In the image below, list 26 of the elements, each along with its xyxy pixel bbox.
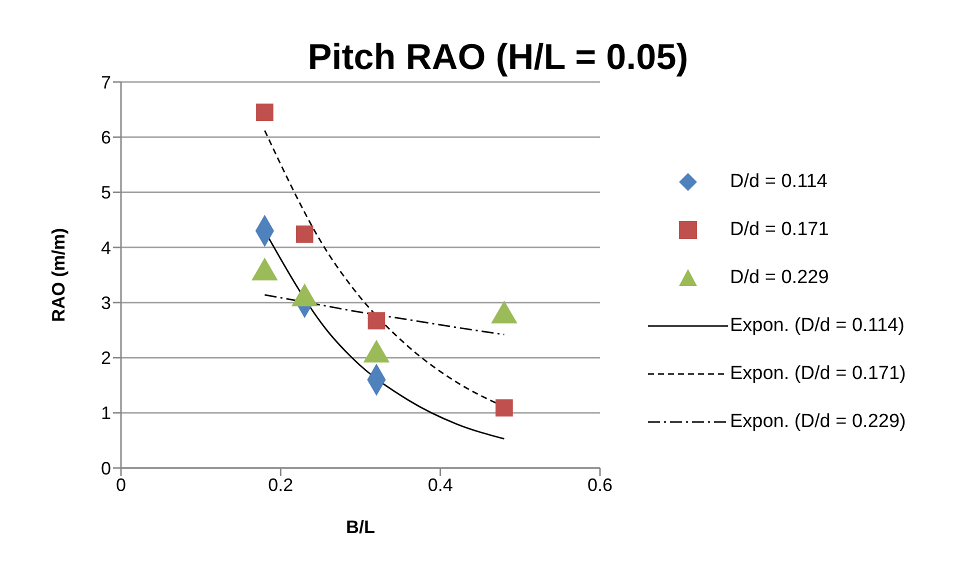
y-tick-label: 0 xyxy=(100,458,111,478)
legend-label: D/d = 0.229 xyxy=(730,267,829,289)
x-tick-label: 0.2 xyxy=(268,474,294,495)
y-tick-label: 7 xyxy=(100,72,111,92)
legend-label: Expon. (D/d = 0.229) xyxy=(730,411,906,433)
y-tick-label: 1 xyxy=(100,403,111,424)
y-tick-label: 6 xyxy=(100,128,111,148)
x-axis-title: B/L xyxy=(346,517,375,537)
x-tick-label: 0.4 xyxy=(428,474,453,495)
chart-title: Pitch RAO (H/L = 0.05) xyxy=(306,36,690,78)
y-tick-label: 2 xyxy=(100,348,111,368)
point xyxy=(296,226,314,243)
line-series xyxy=(264,294,505,336)
point xyxy=(496,399,513,417)
point xyxy=(256,104,274,121)
y-tick-label: 5 xyxy=(100,182,111,203)
y-tick-label: 4 xyxy=(100,238,111,258)
x-tick-label: 0 xyxy=(116,474,126,495)
legend-label: D/d = 0.171 xyxy=(730,219,829,241)
legend-label: D/d = 0.114 xyxy=(730,171,828,193)
y-axis-title: RAO (m/m) xyxy=(48,228,68,322)
x-tick-label: 0.6 xyxy=(587,474,613,495)
point xyxy=(368,312,386,330)
legend-label: Expon. (D/d = 0.114) xyxy=(730,315,904,337)
legend-label: Expon. (D/d = 0.171) xyxy=(730,363,906,385)
y-tick-label: 3 xyxy=(100,292,111,313)
